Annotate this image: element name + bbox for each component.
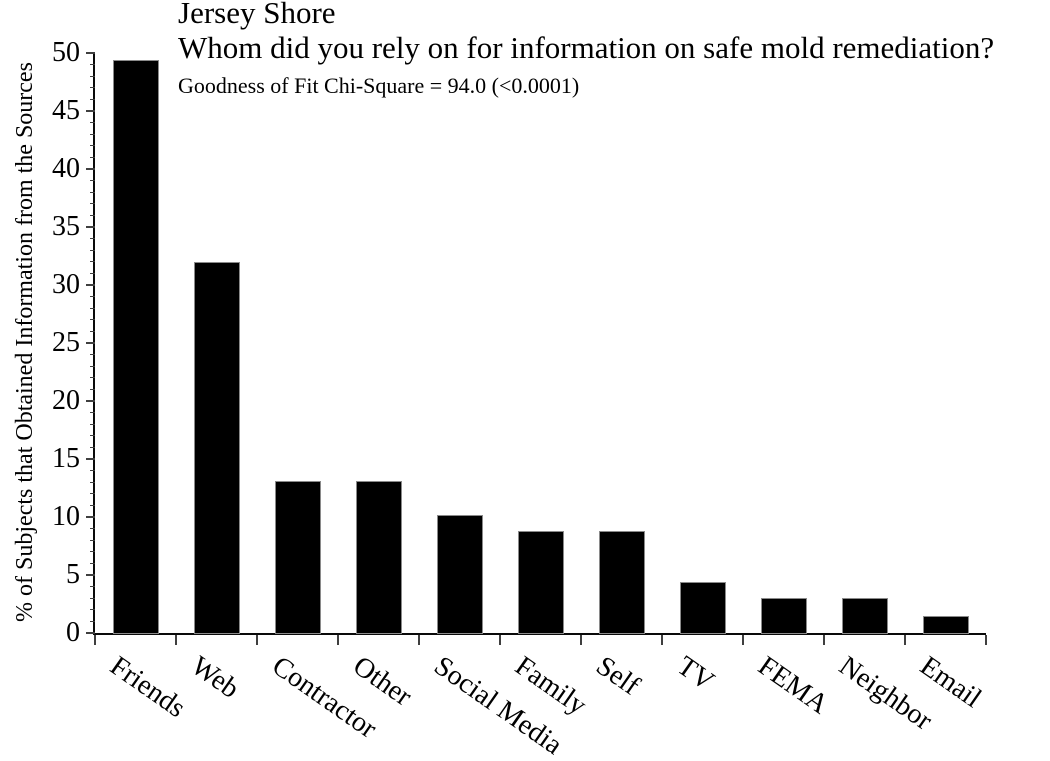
y-minor-tick — [90, 609, 95, 611]
x-boundary-tick — [94, 635, 96, 645]
y-minor-tick — [90, 296, 95, 298]
y-minor-tick — [90, 156, 95, 158]
x-boundary-tick — [742, 635, 744, 645]
y-major-tick — [86, 400, 95, 402]
y-minor-tick — [90, 145, 95, 147]
y-major-tick — [86, 574, 95, 576]
y-minor-tick — [90, 412, 95, 414]
y-minor-tick — [90, 354, 95, 356]
y-minor-tick — [90, 272, 95, 274]
y-minor-tick — [90, 551, 95, 553]
y-minor-tick — [90, 122, 95, 124]
x-boundary-tick — [337, 635, 339, 645]
y-tick-label: 20 — [52, 385, 80, 416]
x-boundary-tick — [661, 635, 663, 645]
bar-friends — [113, 61, 158, 633]
y-minor-tick — [90, 377, 95, 379]
chart-question-title: Whom did you rely on for information on … — [178, 30, 995, 65]
y-minor-tick — [90, 388, 95, 390]
x-boundary-tick — [418, 635, 420, 645]
y-tick-label: 0 — [66, 617, 80, 648]
y-minor-tick — [90, 586, 95, 588]
x-axis-line — [93, 633, 986, 635]
y-minor-tick — [90, 214, 95, 216]
bar-social-media — [437, 515, 482, 633]
chart-statistic-annotation: Goodness of Fit Chi-Square = 94.0 (<0.00… — [178, 73, 580, 98]
y-minor-tick — [90, 493, 95, 495]
y-minor-tick — [90, 330, 95, 332]
y-minor-tick — [90, 261, 95, 263]
y-minor-tick — [90, 191, 95, 193]
y-tick-label: 45 — [52, 95, 80, 126]
y-minor-tick — [90, 203, 95, 205]
y-tick-label: 30 — [52, 269, 80, 300]
y-major-tick — [86, 52, 95, 54]
y-minor-tick — [90, 446, 95, 448]
y-major-tick — [86, 110, 95, 112]
bar-web — [194, 262, 239, 633]
y-minor-tick — [90, 365, 95, 367]
x-boundary-tick — [499, 635, 501, 645]
y-minor-tick — [90, 238, 95, 240]
y-minor-tick — [90, 75, 95, 77]
y-minor-tick — [90, 597, 95, 599]
bar-neighbor — [842, 599, 887, 633]
y-minor-tick — [90, 133, 95, 135]
bar-family — [518, 532, 563, 633]
y-tick-label: 10 — [52, 501, 80, 532]
x-category-label: Friends — [103, 650, 191, 724]
y-minor-tick — [90, 539, 95, 541]
x-boundary-tick — [823, 635, 825, 645]
bar-contractor — [275, 482, 320, 633]
x-boundary-tick — [985, 635, 987, 645]
bar-self — [599, 532, 644, 633]
y-minor-tick — [90, 504, 95, 506]
y-major-tick — [86, 516, 95, 518]
y-minor-tick — [90, 180, 95, 182]
y-major-tick — [86, 168, 95, 170]
y-minor-tick — [90, 435, 95, 437]
bar-tv — [680, 583, 725, 633]
y-major-tick — [86, 226, 95, 228]
y-minor-tick — [90, 249, 95, 251]
y-tick-label: 40 — [52, 153, 80, 184]
y-minor-tick — [90, 307, 95, 309]
x-category-label: Self — [589, 650, 645, 702]
y-minor-tick — [90, 87, 95, 89]
plot-area: 0 5 10 15 20 25 30 35 40 45 50 Friends Web Contractor… — [52, 38, 987, 761]
bar-other — [356, 482, 401, 633]
y-minor-tick — [90, 470, 95, 472]
y-minor-tick — [90, 481, 95, 483]
y-minor-tick — [90, 528, 95, 530]
x-category-label: Web — [184, 650, 245, 705]
y-major-tick — [86, 632, 95, 634]
x-boundary-tick — [904, 635, 906, 645]
y-major-tick — [86, 458, 95, 460]
y-tick-label: 5 — [66, 559, 80, 590]
y-tick-label: 25 — [52, 327, 80, 358]
y-minor-tick — [90, 620, 95, 622]
chart-title: Jersey Shore — [178, 0, 336, 30]
y-major-tick — [86, 342, 95, 344]
y-minor-tick — [90, 423, 95, 425]
x-boundary-tick — [580, 635, 582, 645]
bar-fema — [761, 599, 806, 633]
y-minor-tick — [90, 64, 95, 66]
y-minor-tick — [90, 98, 95, 100]
x-category-label: FEMA — [751, 650, 834, 721]
y-minor-tick — [90, 319, 95, 321]
y-tick-label: 15 — [52, 443, 80, 474]
x-boundary-tick — [175, 635, 177, 645]
x-boundary-tick — [256, 635, 258, 645]
y-minor-tick — [90, 562, 95, 564]
x-category-label: TV — [670, 650, 720, 698]
bar-email — [923, 616, 968, 633]
y-tick-label: 50 — [52, 37, 80, 68]
y-tick-label: 35 — [52, 211, 80, 242]
y-major-tick — [86, 284, 95, 286]
